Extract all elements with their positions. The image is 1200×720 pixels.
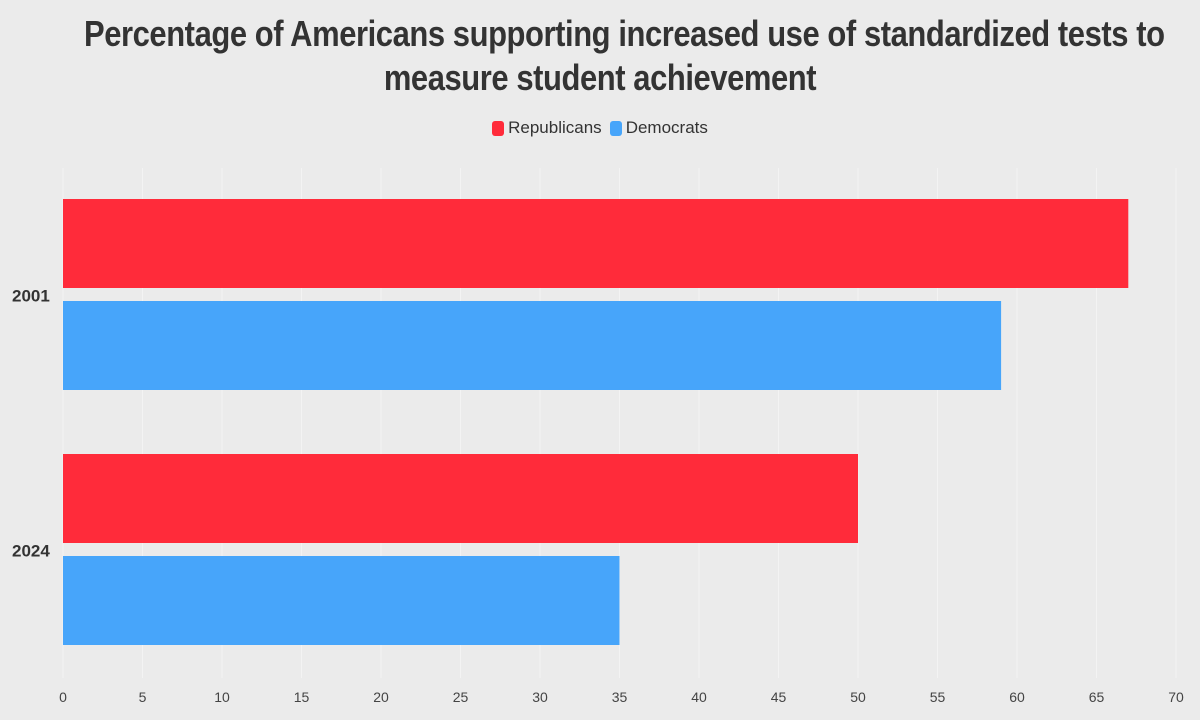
- y-axis-categories: 2001 2024: [12, 287, 50, 561]
- x-tick-label: 70: [1168, 689, 1184, 705]
- chart-title-line-1: Percentage of Americans supporting incre…: [84, 13, 1165, 54]
- legend-item-republicans[interactable]: Republicans: [492, 117, 602, 139]
- legend-item-democrats[interactable]: Democrats: [609, 117, 708, 139]
- y-category-label: 2024: [12, 542, 50, 561]
- legend-label-republicans: Republicans: [508, 118, 602, 137]
- legend-swatch-republicans: [492, 120, 505, 136]
- x-tick-label: 30: [532, 689, 548, 705]
- x-tick-label: 45: [771, 689, 787, 705]
- chart-title: Percentage of Americans supporting incre…: [84, 12, 1165, 100]
- x-tick-label: 0: [59, 689, 67, 705]
- x-tick-label: 5: [139, 689, 147, 705]
- bar-republicans-2001[interactable]: [63, 199, 1129, 288]
- x-tick-label: 15: [294, 689, 310, 705]
- bar-democrats-2001[interactable]: [63, 301, 1002, 390]
- legend-label-democrats: Democrats: [625, 118, 708, 137]
- x-tick-label: 25: [453, 689, 469, 705]
- chart-legend: Republicans Democrats: [0, 117, 1200, 139]
- bars: [63, 199, 1129, 645]
- x-tick-label: 40: [691, 689, 707, 705]
- x-tick-label: 50: [850, 689, 866, 705]
- x-axis-ticks: 0 5 10 15 20 25 30 35 40 45 50 55 60 65 70: [59, 689, 1184, 705]
- y-category-label: 2001: [12, 287, 50, 306]
- legend-swatch-democrats: [609, 120, 622, 136]
- bar-democrats-2024[interactable]: [63, 556, 620, 645]
- x-tick-label: 60: [1009, 689, 1025, 705]
- x-tick-label: 55: [930, 689, 946, 705]
- chart-title-line-2: measure student achievement: [383, 57, 817, 98]
- x-tick-label: 20: [373, 689, 389, 705]
- x-tick-label: 10: [214, 689, 230, 705]
- x-tick-label: 35: [612, 689, 628, 705]
- x-tick-label: 65: [1089, 689, 1105, 705]
- bar-republicans-2024[interactable]: [63, 454, 858, 543]
